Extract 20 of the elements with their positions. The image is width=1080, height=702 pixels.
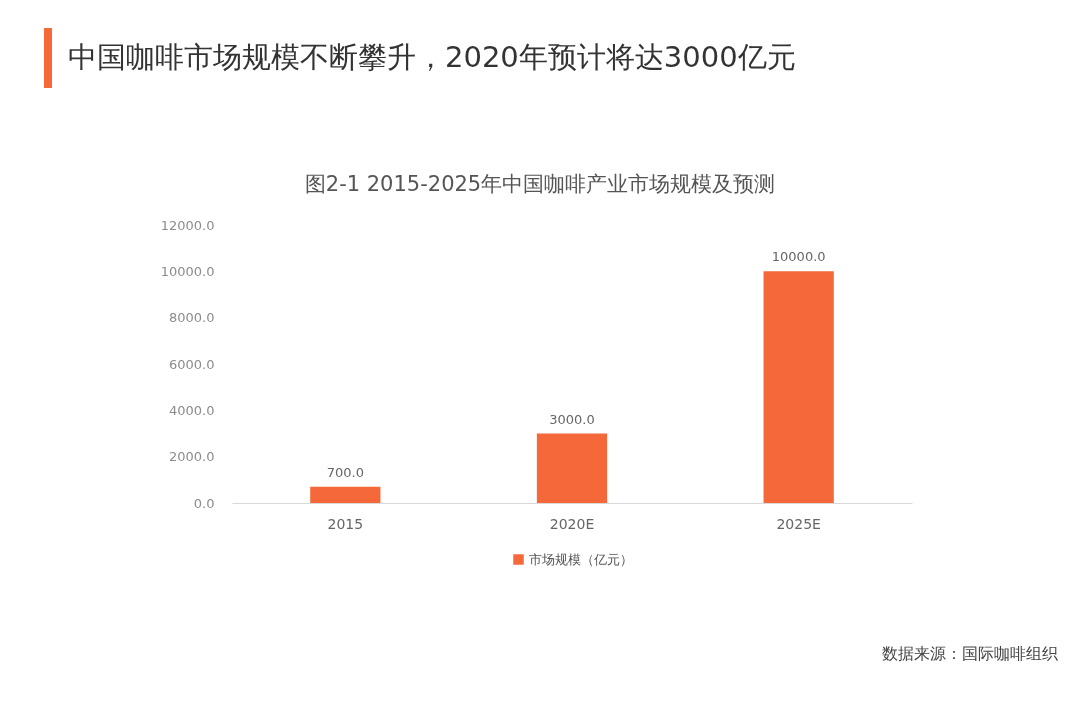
y-tick-label: 8000.0 [169, 310, 215, 326]
data-label: 700.0 [326, 464, 364, 480]
y-tick-label: 2000.0 [169, 449, 215, 465]
x-tick-label: 2025E [776, 515, 821, 532]
x-tick-label: 2015 [327, 515, 364, 532]
bar [763, 271, 834, 503]
y-tick-label: 0.0 [193, 495, 215, 511]
x-tick-label: 2020E [549, 515, 595, 532]
chart-title: 中国咖啡市场规模不断攀升，2020年预计将达3000亿元 [68, 39, 796, 76]
legend-label: 市场规模（亿元） [529, 551, 633, 567]
y-tick-label: 12000.0 [160, 217, 215, 233]
y-tick-label: 10000.0 [160, 263, 215, 279]
bar [536, 433, 608, 503]
data-label: 3000.0 [549, 411, 595, 427]
chart-subtitle: 图2-1 2015-2025年中国咖啡产业市场规模及预测 [304, 172, 776, 196]
y-tick-label: 4000.0 [169, 402, 215, 418]
data-label: 10000.0 [771, 249, 826, 265]
y-tick-label: 6000.0 [169, 356, 215, 372]
bar [310, 486, 381, 503]
source-note: 数据来源：国际咖啡组织 [882, 644, 1058, 665]
